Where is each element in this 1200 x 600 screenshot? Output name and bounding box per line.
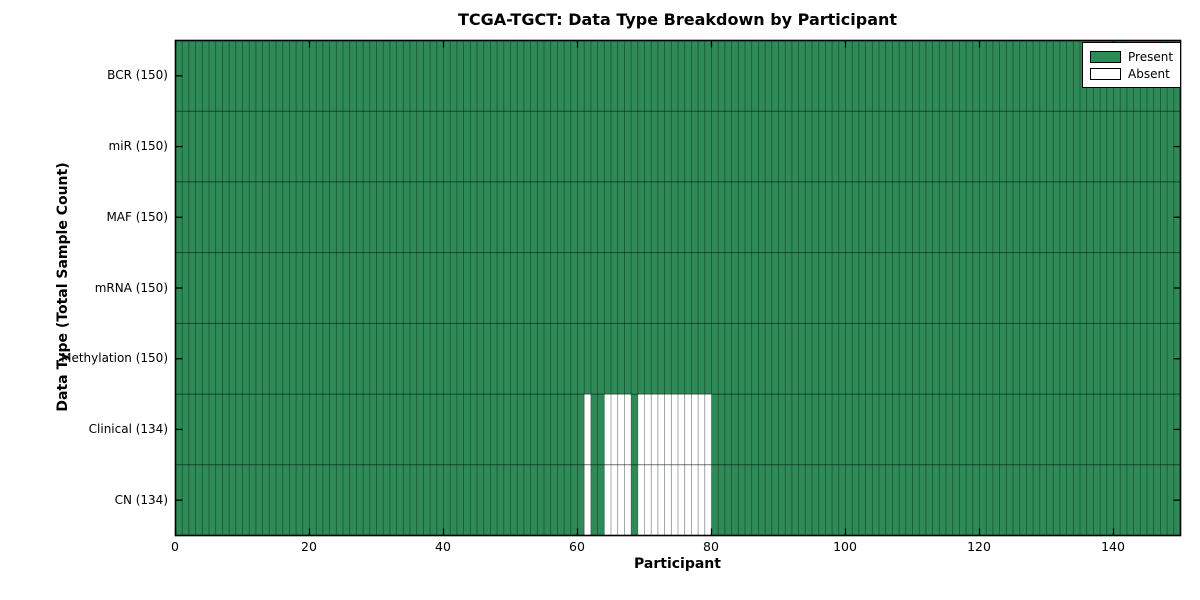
x-tick-label: 60 [569, 539, 585, 554]
absent-swatch-icon [1090, 67, 1121, 80]
y-tick-label: Methylation (150) [61, 351, 168, 366]
heatmap-plot-area [174, 39, 1181, 536]
legend-label-absent: Absent [1128, 66, 1170, 81]
y-tick-label: BCR (150) [107, 68, 168, 83]
x-tick-label: 100 [833, 539, 857, 554]
present-swatch-icon [1090, 50, 1121, 63]
legend-label-present: Present [1128, 49, 1174, 64]
x-axis-label: Participant [634, 556, 721, 572]
x-tick-label: 40 [435, 539, 451, 554]
y-tick-label: Clinical (134) [88, 421, 168, 436]
x-tick-label: 120 [967, 539, 991, 554]
y-tick-label: CN (134) [114, 492, 168, 507]
x-tick-label: 80 [703, 539, 719, 554]
chart-title: TCGA-TGCT: Data Type Breakdown by Partic… [457, 10, 898, 29]
x-tick-label: 20 [301, 539, 317, 554]
y-tick-label: mRNA (150) [94, 280, 168, 295]
legend-entry-absent: Absent [1090, 65, 1174, 82]
y-tick-label: miR (150) [108, 139, 168, 154]
x-tick-label: 0 [171, 539, 179, 554]
legend: Present Absent [1082, 42, 1181, 88]
x-tick-label: 140 [1101, 539, 1125, 554]
legend-entry-present: Present [1090, 48, 1174, 65]
y-tick-label: MAF (150) [106, 209, 168, 224]
